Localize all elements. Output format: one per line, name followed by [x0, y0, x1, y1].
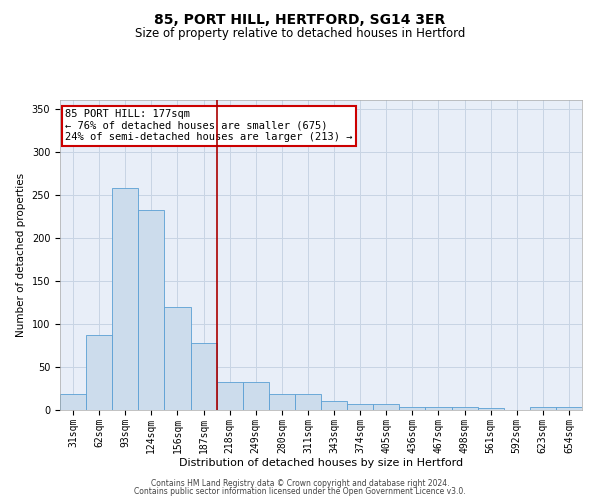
Y-axis label: Number of detached properties: Number of detached properties: [16, 173, 26, 337]
Bar: [112, 188, 139, 410]
Bar: [295, 394, 321, 410]
Bar: [139, 210, 164, 410]
Bar: [478, 408, 504, 410]
Text: Size of property relative to detached houses in Hertford: Size of property relative to detached ho…: [135, 28, 465, 40]
Bar: [321, 402, 347, 410]
Text: Contains HM Land Registry data © Crown copyright and database right 2024.: Contains HM Land Registry data © Crown c…: [151, 478, 449, 488]
Bar: [60, 394, 86, 410]
Bar: [556, 408, 582, 410]
Bar: [347, 404, 373, 410]
Bar: [373, 404, 400, 410]
Bar: [425, 406, 452, 410]
Text: 85 PORT HILL: 177sqm
← 76% of detached houses are smaller (675)
24% of semi-deta: 85 PORT HILL: 177sqm ← 76% of detached h…: [65, 110, 353, 142]
Bar: [530, 408, 556, 410]
X-axis label: Distribution of detached houses by size in Hertford: Distribution of detached houses by size …: [179, 458, 463, 468]
Bar: [400, 406, 425, 410]
Bar: [164, 306, 191, 410]
Bar: [86, 335, 112, 410]
Bar: [217, 382, 243, 410]
Bar: [242, 382, 269, 410]
Text: Contains public sector information licensed under the Open Government Licence v3: Contains public sector information licen…: [134, 487, 466, 496]
Bar: [452, 408, 478, 410]
Text: 85, PORT HILL, HERTFORD, SG14 3ER: 85, PORT HILL, HERTFORD, SG14 3ER: [154, 12, 446, 26]
Bar: [191, 343, 217, 410]
Bar: [269, 394, 295, 410]
